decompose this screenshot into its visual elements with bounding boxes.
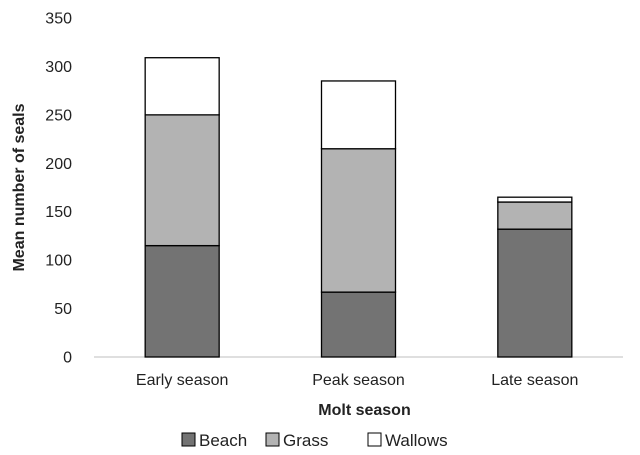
x-axis-categories: Early season Peak season Late season [136, 372, 579, 389]
legend-label-beach: Beach [199, 431, 247, 450]
bar-grass-2 [320, 148, 397, 293]
bar-grass-3 [497, 201, 573, 230]
y-tick-label: 100 [45, 253, 72, 270]
y-tick-label: 350 [45, 11, 72, 28]
bar-beach-3 [497, 228, 573, 358]
y-tick-label: 300 [45, 59, 72, 76]
legend: Beach Grass Wallows [181, 431, 448, 450]
legend-label-wallows: Wallows [385, 431, 448, 450]
bar-segments [144, 57, 573, 358]
legend-label-grass: Grass [283, 431, 328, 450]
bar-wallows-3 [497, 196, 573, 203]
x-category-label: Peak season [312, 372, 405, 389]
x-category-label: Early season [136, 372, 229, 389]
bar-wallows-2 [320, 80, 397, 150]
y-tick-label: 200 [45, 156, 72, 173]
x-axis-title: Molt season [318, 402, 410, 419]
legend-swatch-grass [265, 432, 280, 447]
y-axis-title: Mean number of seals [11, 103, 28, 271]
x-category-label: Late season [491, 372, 578, 389]
bar-beach-2 [320, 291, 397, 358]
y-axis-ticks: 0 50 100 150 200 250 300 350 [45, 11, 72, 367]
bar-beach-1 [144, 244, 220, 358]
y-tick-label: 0 [63, 350, 72, 367]
legend-swatch-wallows [367, 432, 382, 447]
y-tick-label: 250 [45, 107, 72, 124]
bar-wallows-1 [144, 57, 220, 116]
y-tick-label: 50 [54, 301, 72, 318]
legend-swatch-beach [181, 432, 196, 447]
y-tick-label: 150 [45, 204, 72, 221]
bar-grass-1 [144, 114, 220, 247]
